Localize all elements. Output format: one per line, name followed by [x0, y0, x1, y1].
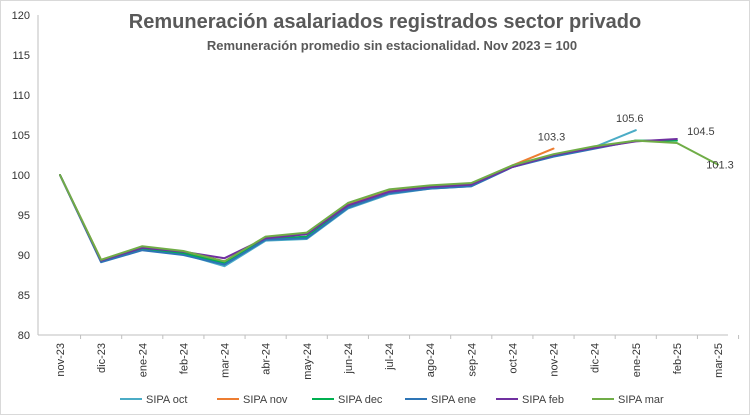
x-tick-label: mar-24: [220, 343, 232, 378]
y-tick-label: 80: [18, 330, 30, 342]
x-tick-label: sep-24: [466, 343, 478, 377]
legend-item: SIPA mar: [592, 394, 664, 406]
y-tick-label: 90: [18, 250, 30, 262]
y-tick-label: 120: [12, 10, 30, 22]
x-tick-label: dic-23: [96, 343, 108, 373]
legend-item: SIPA nov: [217, 394, 288, 406]
legend-label: SIPA nov: [243, 394, 288, 406]
legend-label: SIPA oct: [146, 394, 187, 406]
legend-item: SIPA dec: [312, 394, 383, 406]
data-label: 104.5: [687, 126, 715, 138]
annotations-group: 103.3 105.6 104.5 101.3: [538, 113, 734, 171]
data-label: 103.3: [538, 132, 566, 144]
data-label: 101.3: [706, 160, 734, 172]
x-tick-label: may-24: [302, 343, 314, 380]
legend-label: SIPA mar: [618, 394, 664, 406]
x-tick-label: ene-24: [137, 343, 149, 377]
x-tick-label: jul-24: [384, 343, 396, 371]
y-tick-label: 115: [12, 50, 30, 62]
y-tick-label: 85: [18, 290, 30, 302]
y-tick-label: 110: [12, 90, 30, 102]
series-line-sipa-mar: [59, 139, 719, 263]
x-tick-label: abr-24: [261, 343, 273, 375]
legend: SIPA oct SIPA nov SIPA dec SIPA ene SIPA feb…: [120, 394, 664, 406]
x-tick-label: ago-24: [425, 343, 437, 377]
series-line-sipa-feb: [59, 138, 678, 262]
y-tick-label: 100: [12, 170, 30, 182]
data-label: 105.6: [616, 113, 644, 125]
legend-label: SIPA ene: [431, 394, 476, 406]
x-tick-label: ene-25: [631, 343, 643, 377]
legend-label: SIPA feb: [522, 394, 564, 406]
x-tick-label: jun-24: [343, 343, 355, 375]
chart-subtitle: Remuneración promedio sin estacionalidad…: [207, 38, 577, 53]
legend-item: SIPA oct: [120, 394, 187, 406]
x-tick-label: mar-25: [713, 343, 725, 378]
x-tick-label: feb-25: [672, 343, 684, 374]
legend-item: SIPA ene: [405, 394, 476, 406]
legend-item: SIPA feb: [496, 394, 564, 406]
chart-title: Remuneración asalariados registrados sec…: [129, 11, 641, 33]
x-tick-label: oct-24: [507, 343, 519, 374]
legend-label: SIPA dec: [338, 394, 383, 406]
x-tick-label: feb-24: [178, 343, 190, 374]
x-tick-label: nov-24: [549, 343, 561, 377]
series-group: [59, 129, 719, 268]
axes-group: 80 85 90 95 100 105 110 115 120 nov-23 dic-23 ene-2…: [12, 10, 740, 380]
x-tick-label: nov-23: [55, 343, 67, 377]
y-tick-label: 95: [18, 210, 30, 222]
series-line-sipa-ene: [59, 139, 637, 266]
x-tick-label: dic-24: [590, 343, 602, 373]
y-tick-label: 105: [12, 130, 30, 142]
